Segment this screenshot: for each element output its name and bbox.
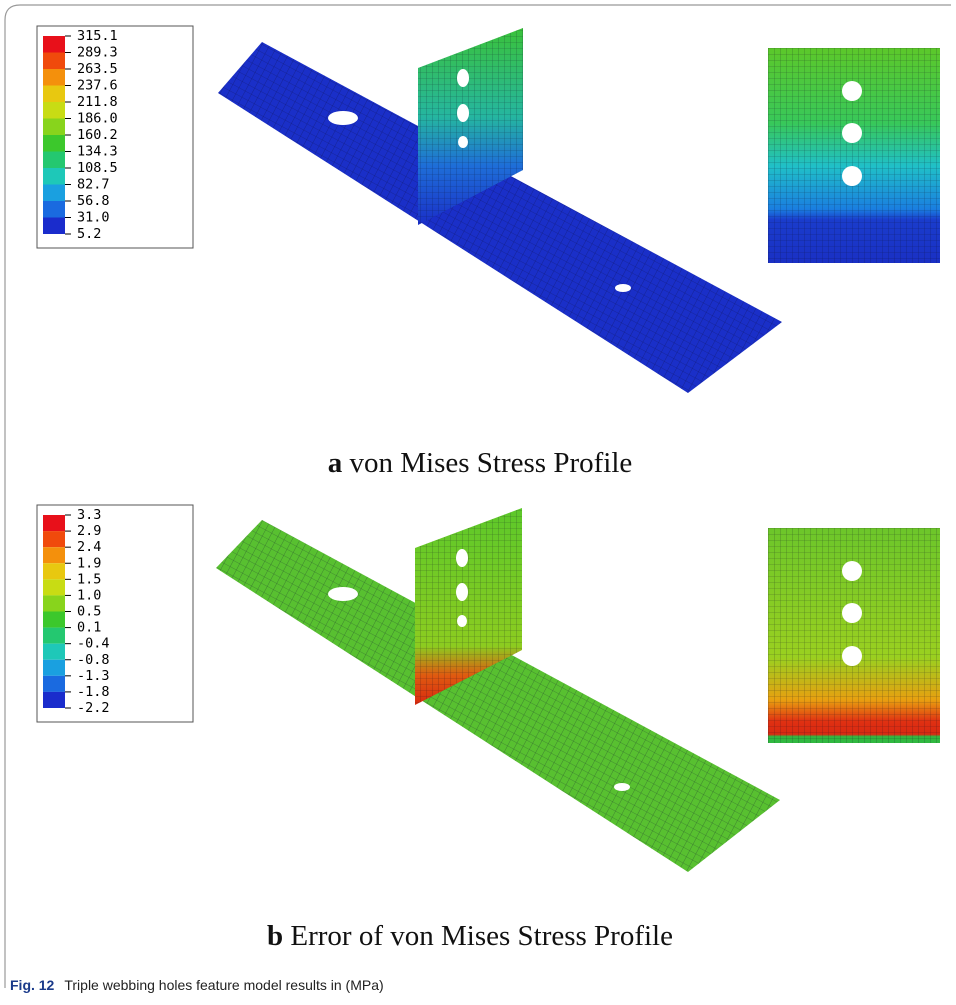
legend-swatch [43,119,65,136]
legend-swatch [43,69,65,86]
legend-label: 289.3 [77,45,118,61]
legend-swatch [43,515,65,531]
legend-swatch [43,185,65,202]
legend-swatch [43,152,65,169]
legend-swatch [43,692,65,708]
legend-label: 315.1 [77,28,118,44]
legend-swatch [43,644,65,660]
legend-swatch [43,218,65,235]
legend-label: -1.3 [77,668,110,684]
model-a [218,28,940,393]
legend-label: -0.8 [77,652,110,668]
legend-label: -1.8 [77,684,110,700]
legend-swatch [43,660,65,676]
legend-label: 82.7 [77,177,110,193]
panel-caption: a von Mises Stress Profile [328,447,633,479]
legend-label: 2.4 [77,539,101,555]
legend-swatch [43,612,65,628]
legend-swatch [43,628,65,644]
legend-swatch [43,36,65,53]
legend-label: 3.3 [77,507,101,523]
legend-swatch [43,135,65,152]
legend-label: 237.6 [77,78,118,94]
legend-label: 5.2 [77,226,101,242]
legend-swatch [43,53,65,70]
legend-label: 31.0 [77,210,110,226]
legend-swatch [43,102,65,119]
legend-swatch [43,86,65,103]
legend-label: 1.5 [77,571,101,587]
legend-swatch [43,579,65,595]
legend-label: 1.0 [77,587,101,603]
legend-label: 160.2 [77,127,118,143]
legend-label: 2.9 [77,523,101,539]
legend-label: 0.5 [77,604,101,620]
figure: a von Mises Stress Profile b Error of vo… [0,0,956,1005]
legend-label: 134.3 [77,144,118,160]
legend-label: 263.5 [77,61,118,77]
legend-label: 0.1 [77,620,101,636]
legend-swatch [43,201,65,218]
legend-swatch [43,531,65,547]
legend-swatch [43,168,65,185]
legend-label: 211.8 [77,94,118,110]
legend-swatch [43,676,65,692]
legend-swatch [43,595,65,611]
legend-swatch [43,547,65,563]
legend-label: -2.2 [77,700,110,716]
legend-label: 186.0 [77,111,118,127]
panel-caption: b Error of von Mises Stress Profile [267,920,673,952]
legend-label: 1.9 [77,555,101,571]
legend-label: 108.5 [77,160,118,176]
model-b [216,508,940,872]
legend-swatch [43,563,65,579]
legend-label: 56.8 [77,193,110,209]
legend-label: -0.4 [77,636,110,652]
